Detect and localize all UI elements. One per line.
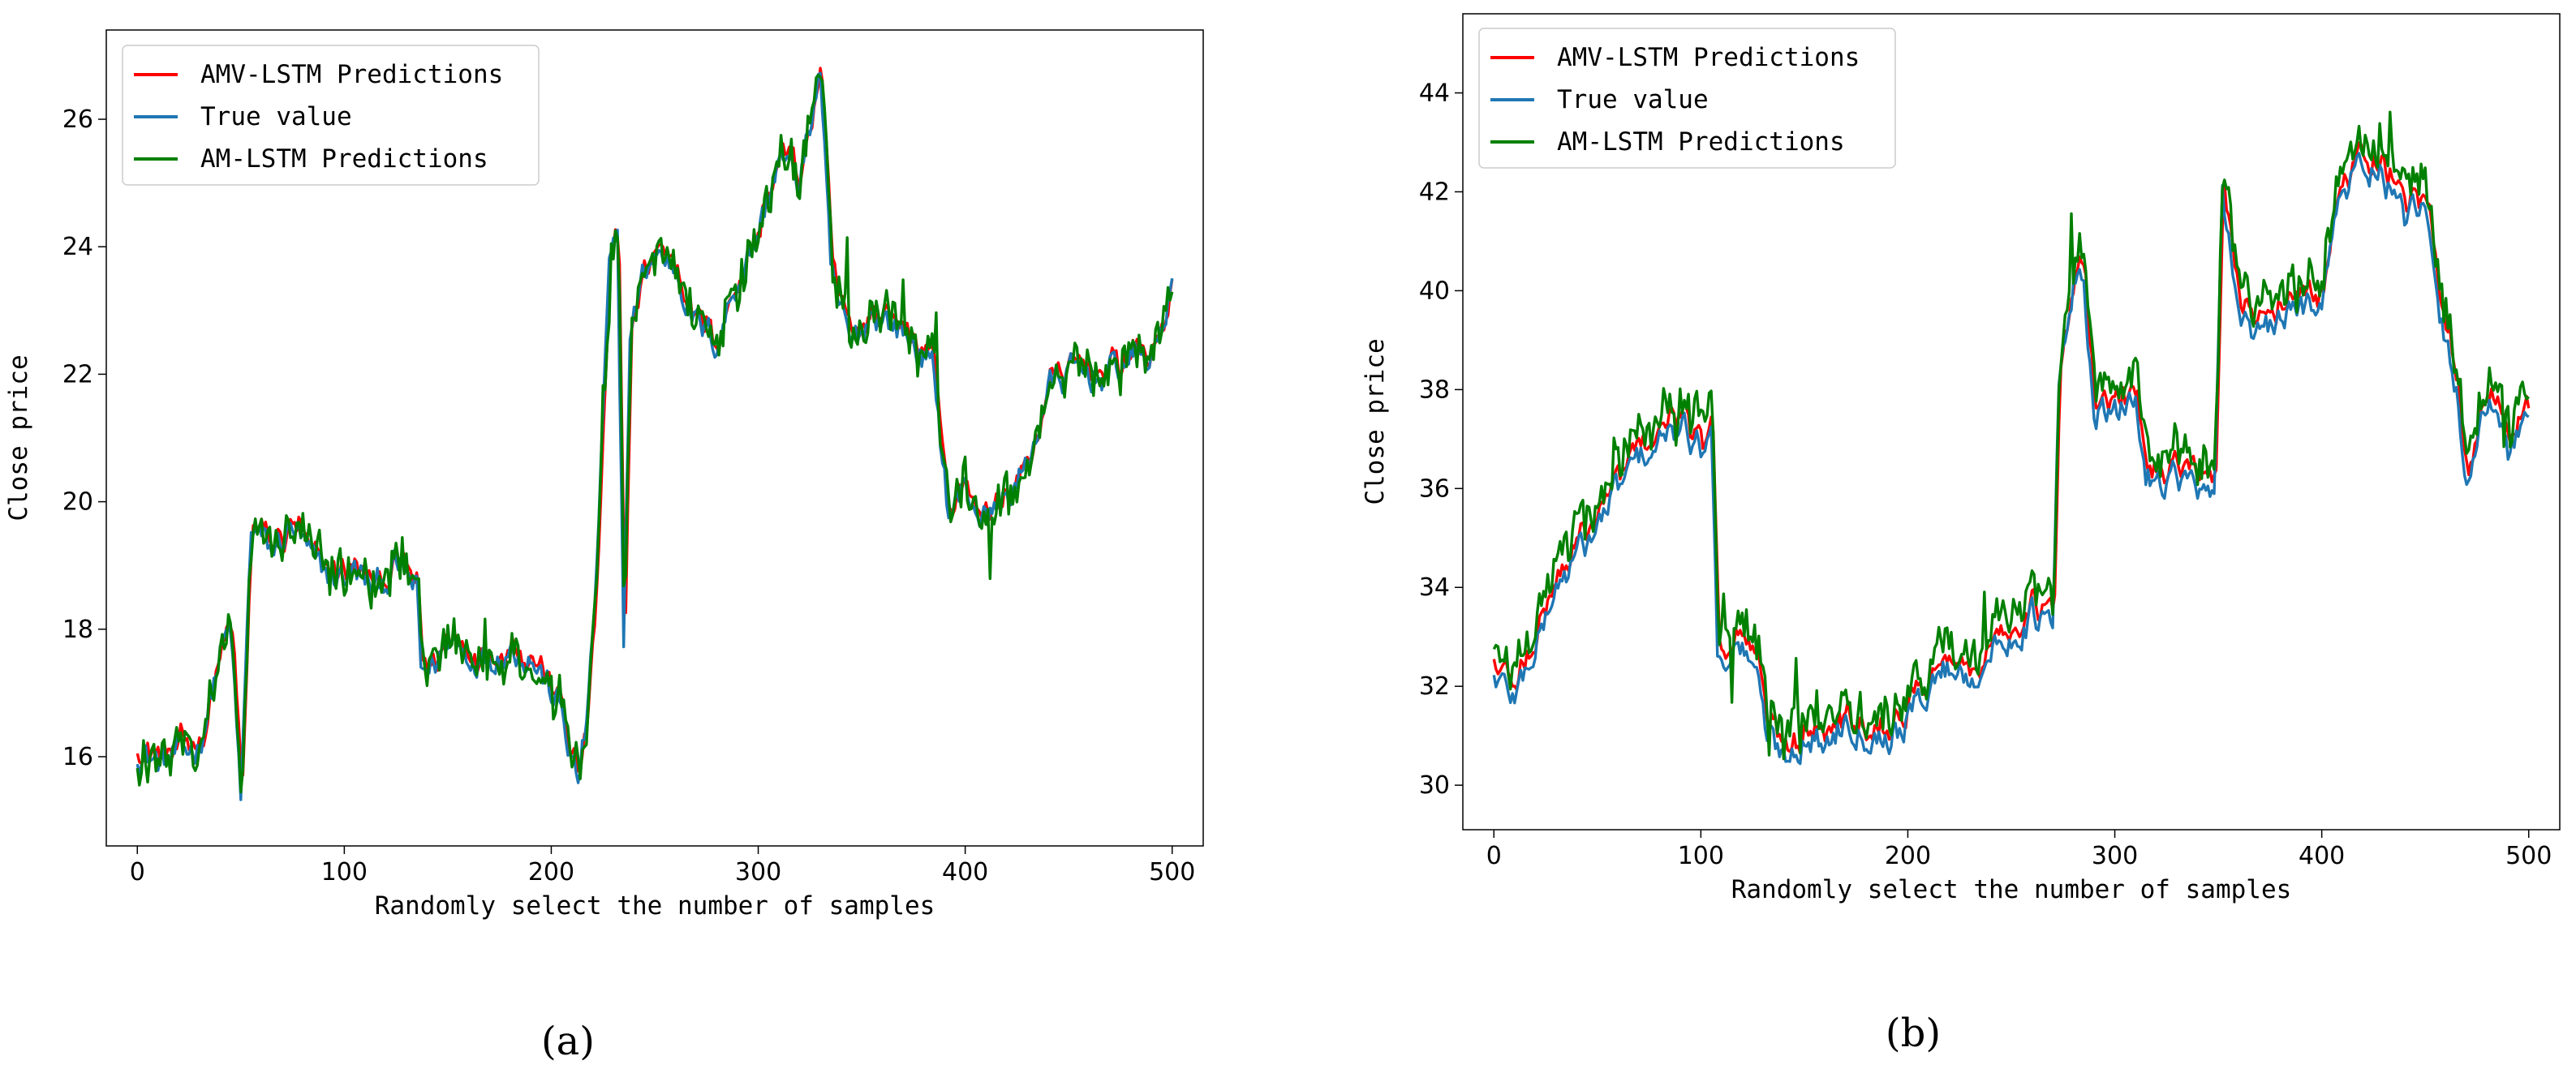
x-tick-label: 0 [1486,842,1502,870]
panel-caption: (a) [541,1019,595,1064]
legend: AMV-LSTM Predictions True value AM-LSTM Pr… [122,45,540,186]
y-tick-label: 42 [1419,178,1450,206]
series-line-amv-lstm [1492,141,2531,755]
legend: AMV-LSTM Predictions True value AM-LSTM Pr… [1478,28,1896,169]
legend-box [122,45,540,186]
legend-box [1478,28,1896,169]
x-axis-label: Randomly select the number of samples [1731,875,2292,904]
x-axis-label: Randomly select the number of samples [375,891,935,921]
x-tick-label: 300 [2092,842,2138,870]
legend-label: AMV-LSTM Predictions [200,60,503,89]
x-tick-label: 400 [942,858,988,886]
legend-label: AMV-LSTM Predictions [1557,43,1860,72]
series-line-am-lstm [135,73,1174,794]
y-tick-label: 16 [62,743,93,771]
chart-panel-a: 0 100 200 300 400 500 16 18 20 22 24 26 Randomly sel… [4,29,1204,1064]
y-tick-label: 30 [1419,771,1450,800]
series-line-am-lstm [1492,110,2530,761]
y-tick-label: 32 [1419,672,1450,701]
x-tick-label: 200 [1885,842,1931,870]
series-line-true-value [1492,152,2530,766]
legend-label: AM-LSTM Predictions [200,144,488,174]
legend-label: True value [1557,85,1709,114]
x-tick-label: 500 [2505,842,2552,870]
y-tick-label: 20 [62,488,93,517]
x-tick-label: 100 [321,858,368,886]
y-tick-label: 44 [1419,79,1450,108]
y-axis-label: Close price [4,354,33,521]
legend-label: True value [200,102,352,131]
y-tick-label: 22 [62,360,93,388]
y-axis-label: Close price [1361,338,1390,504]
y-tick-label: 38 [1419,376,1450,404]
plot-frame-a [105,29,1204,847]
y-tick-label: 34 [1419,573,1450,602]
chart-panel-b: 0 100 200 300 400 500 30 32 34 36 38 40 42 44 Randomly… [1361,13,2561,1056]
x-tick-label: 100 [1678,842,1724,870]
panel-caption: (b) [1886,1011,1941,1056]
plot-frame-b [1462,13,2561,831]
y-tick-label: 26 [62,105,93,134]
x-tick-label: 0 [130,858,145,886]
y-tick-label: 40 [1419,277,1450,305]
x-tick-label: 300 [735,858,781,886]
x-tick-label: 400 [2299,842,2345,870]
x-tick-label: 500 [1149,858,1195,886]
y-tick-label: 18 [62,616,93,644]
x-tick-label: 200 [528,858,574,886]
y-tick-label: 24 [62,233,93,261]
y-tick-label: 36 [1419,474,1450,503]
legend-label: AM-LSTM Predictions [1557,127,1845,157]
